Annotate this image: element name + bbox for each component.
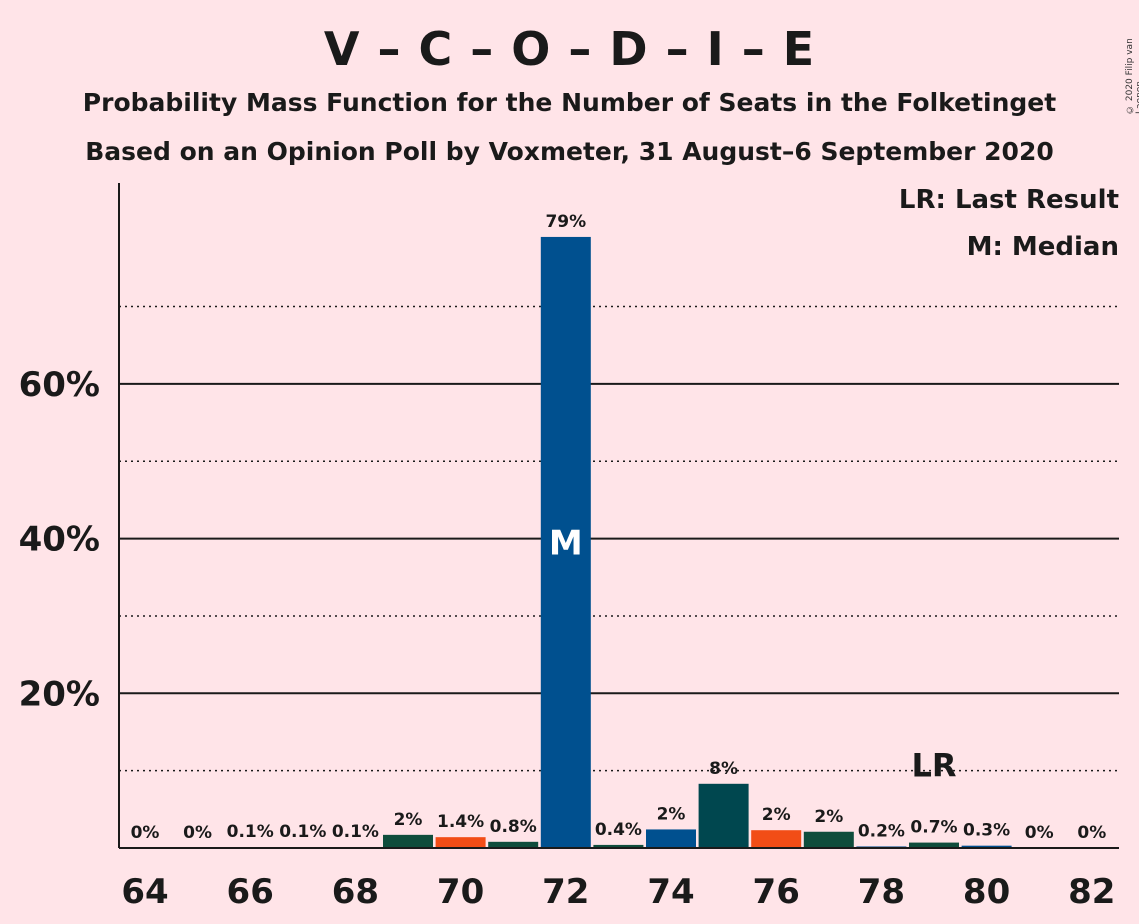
bar-value-label: 0.3% [963, 821, 1010, 841]
x-tick-label: 76 [753, 872, 800, 912]
x-tick-label: 68 [332, 872, 379, 912]
bar [435, 837, 486, 848]
bar-value-label: 0% [1025, 823, 1054, 843]
bar-value-label: 2% [762, 805, 791, 825]
bar-value-label: 0% [1077, 823, 1106, 843]
x-tick-label: 80 [963, 872, 1010, 912]
bar [751, 830, 802, 848]
bar-value-label: 0.1% [227, 822, 274, 842]
chart-title: V – C – O – D – I – E [323, 22, 816, 76]
x-tick-label: 64 [121, 872, 168, 912]
bar [961, 845, 1012, 848]
x-tick-label: 66 [227, 872, 274, 912]
x-tick-label: 70 [437, 872, 484, 912]
bar-value-label: 0.1% [279, 822, 326, 842]
bar [383, 834, 433, 848]
legend-last-result: LR: Last Result [898, 185, 1119, 215]
chart-subtitle: Probability Mass Function for the Number… [82, 88, 1057, 117]
x-tick-label: 78 [858, 872, 905, 912]
bar-value-label: 8% [709, 759, 738, 779]
y-tick-label: 60% [19, 365, 100, 405]
chart-subtitle-2: Based on an Opinion Poll by Voxmeter, 31… [85, 137, 1054, 166]
y-tick-label: 40% [19, 520, 100, 560]
bar-value-label: 0.7% [910, 818, 957, 838]
bar [803, 831, 854, 848]
bar-value-label: 2% [394, 810, 423, 830]
bar-value-label: 0% [183, 823, 212, 843]
x-tick-label: 82 [1068, 872, 1115, 912]
bar [540, 236, 591, 848]
legend-median: M: Median [966, 232, 1119, 262]
x-tick-label: 72 [542, 872, 589, 912]
bar-value-label: 0% [131, 823, 160, 843]
bar-value-label: 1.4% [437, 812, 484, 832]
bar-value-label: 2% [657, 804, 686, 824]
bar-value-label: 2% [814, 807, 843, 827]
last-result-marker: LR [911, 747, 956, 785]
y-tick-label: 20% [19, 674, 100, 714]
bar-value-label: 0.2% [858, 821, 905, 841]
bar [909, 842, 959, 848]
bar [593, 844, 644, 848]
bar-value-label: 79% [545, 212, 586, 232]
bar-value-label: 0.1% [332, 822, 379, 842]
bar-value-label: 0.4% [595, 820, 642, 840]
bar [646, 829, 696, 848]
bar-value-label: 0.8% [490, 817, 537, 837]
bar [488, 841, 539, 848]
median-marker: M [549, 523, 583, 563]
x-tick-label: 74 [647, 872, 694, 912]
bar [698, 783, 749, 848]
